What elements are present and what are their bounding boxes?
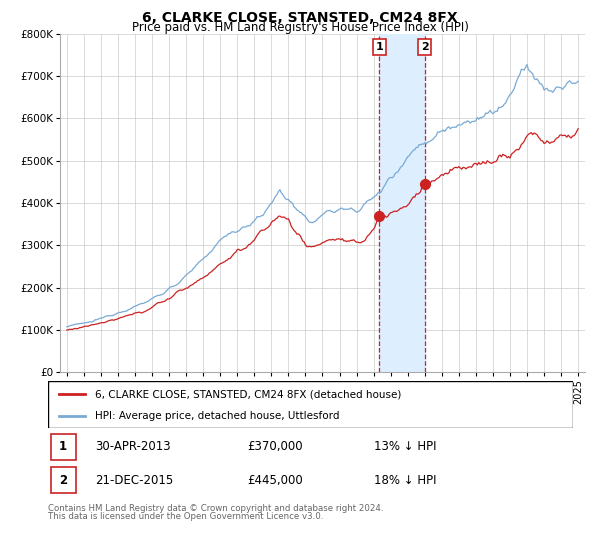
Text: 2: 2 <box>59 474 67 487</box>
Text: 1: 1 <box>376 42 383 52</box>
Text: 6, CLARKE CLOSE, STANSTED, CM24 8FX (detached house): 6, CLARKE CLOSE, STANSTED, CM24 8FX (det… <box>95 389 401 399</box>
Text: 6, CLARKE CLOSE, STANSTED, CM24 8FX: 6, CLARKE CLOSE, STANSTED, CM24 8FX <box>142 11 458 25</box>
Text: Contains HM Land Registry data © Crown copyright and database right 2024.: Contains HM Land Registry data © Crown c… <box>48 504 383 513</box>
Text: £445,000: £445,000 <box>248 474 303 487</box>
Text: 21-DEC-2015: 21-DEC-2015 <box>95 474 173 487</box>
Bar <box>379 34 425 372</box>
Text: HPI: Average price, detached house, Uttlesford: HPI: Average price, detached house, Uttl… <box>95 411 340 421</box>
Text: 30-APR-2013: 30-APR-2013 <box>95 440 171 453</box>
Text: 13% ↓ HPI: 13% ↓ HPI <box>373 440 436 453</box>
Bar <box>50 467 76 493</box>
Text: 18% ↓ HPI: 18% ↓ HPI <box>373 474 436 487</box>
Text: 2: 2 <box>421 42 428 52</box>
Text: This data is licensed under the Open Government Licence v3.0.: This data is licensed under the Open Gov… <box>48 512 323 521</box>
Bar <box>50 433 76 460</box>
Text: £370,000: £370,000 <box>248 440 303 453</box>
Text: 1: 1 <box>59 440 67 453</box>
Text: Price paid vs. HM Land Registry's House Price Index (HPI): Price paid vs. HM Land Registry's House … <box>131 21 469 34</box>
